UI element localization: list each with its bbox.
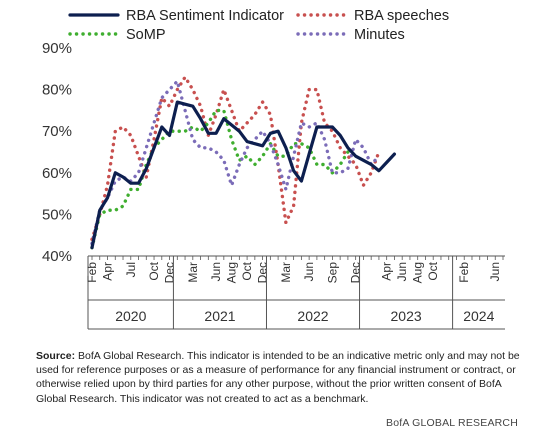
y-tick-label: 50%	[42, 206, 72, 223]
x-tick-label: Mar	[279, 262, 293, 283]
x-tick-label: Apr	[380, 262, 394, 281]
x-tick-label: Oct	[147, 261, 161, 280]
x-tick-label: Apr	[101, 262, 115, 281]
y-tick-label: 60%	[42, 165, 72, 182]
footnote-source-label: Source:	[36, 350, 76, 362]
series-line-rba-speeches	[90, 75, 381, 242]
series-line-somp	[90, 108, 350, 250]
x-tick-label: Jun	[488, 262, 502, 281]
year-label: 2023	[391, 308, 422, 324]
x-tick-label: Dec	[163, 262, 177, 283]
x-tick-label: Sep	[325, 262, 339, 284]
x-tick-label: Oct	[426, 261, 440, 280]
x-tick-label: Jul	[124, 262, 138, 277]
year-label: 2020	[115, 308, 146, 324]
chart: RBA Sentiment Indicator RBA speeches SoMP M…	[42, 8, 505, 330]
y-tick-label: 40%	[42, 248, 72, 265]
x-tick-label: Feb	[85, 262, 99, 283]
x-tick-label: Mar	[186, 262, 200, 283]
x-tick-label: Aug	[225, 262, 239, 283]
brand-label: BofA GLOBAL RESEARCH	[386, 417, 518, 429]
y-axis: 40% 50% 60% 70% 80% 90%	[42, 40, 72, 265]
x-tick-label: Jun	[395, 262, 409, 281]
legend-label: Minutes	[354, 27, 405, 43]
legend-label: SoMP	[126, 27, 166, 43]
footnote: Source: BofA Global Research. This indic…	[36, 349, 526, 406]
y-tick-label: 80%	[42, 82, 72, 99]
y-tick-label: 70%	[42, 123, 72, 140]
legend-label: RBA speeches	[354, 8, 449, 24]
y-tick-label: 90%	[42, 40, 72, 57]
x-tick-label: Dec	[349, 262, 363, 283]
footnote-text: BofA Global Research. This indicator is …	[36, 350, 520, 405]
legend: RBA Sentiment Indicator RBA speeches SoMP M…	[68, 8, 449, 43]
x-tick-label: Oct	[240, 261, 254, 280]
x-tick-label: Feb	[457, 262, 471, 283]
x-tick-label: Jun	[209, 262, 223, 281]
series-group	[90, 75, 396, 250]
x-tick-label: Aug	[411, 262, 425, 283]
year-label: 2021	[204, 308, 235, 324]
x-tick-label: Jun	[302, 262, 316, 281]
x-axis: Feb Apr Jul Oct Dec Mar Jun Aug Oct Dec Mar Jun Sep D…	[85, 255, 505, 330]
x-tick-label: Dec	[256, 262, 270, 283]
series-line-rba-sentiment-indicator	[90, 100, 396, 250]
year-label: 2024	[463, 308, 494, 324]
legend-label: RBA Sentiment Indicator	[126, 8, 284, 24]
year-label: 2022	[297, 308, 328, 324]
series-line-minutes	[90, 79, 381, 246]
